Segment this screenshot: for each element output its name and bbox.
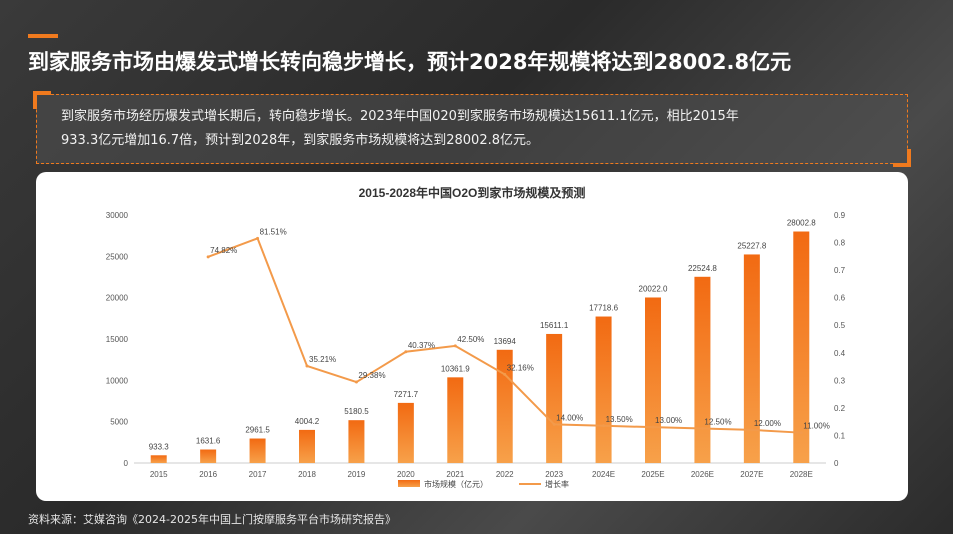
growth-rate-point xyxy=(305,364,309,368)
growth-rate-label: 29.38% xyxy=(358,371,385,380)
x-tick-label: 2025E xyxy=(641,470,664,479)
growth-rate-point xyxy=(799,431,803,435)
summary-box: 到家服务市场经历爆发式增长期后，转向稳步增长。2023年中国020到家服务市场规… xyxy=(33,91,911,167)
bar-value-label: 7271.7 xyxy=(394,390,419,399)
growth-rate-label: 40.37% xyxy=(408,341,435,350)
chart-title: 2015-2028年中国O2O到家市场规模及预测 xyxy=(359,185,586,200)
growth-rate-point xyxy=(602,424,606,428)
y-right-tick-label: 0.2 xyxy=(834,404,846,413)
bar xyxy=(348,420,365,463)
bar-value-label: 20022.0 xyxy=(639,284,668,293)
bar xyxy=(150,455,167,463)
growth-rate-label: 13.00% xyxy=(655,416,682,425)
legend-bar-swatch xyxy=(398,480,420,487)
y-left-tick-label: 10000 xyxy=(106,376,129,385)
summary-line-2: 933.3亿元增加16.7倍，预计到2028年，到家服务市场规模将达到28002… xyxy=(61,133,540,148)
bar xyxy=(200,449,217,463)
growth-rate-label: 12.50% xyxy=(704,418,731,427)
y-right-tick-label: 0.8 xyxy=(834,239,846,248)
growth-rate-point xyxy=(503,372,507,376)
bar xyxy=(299,429,315,463)
y-left-tick-label: 20000 xyxy=(106,294,129,303)
y-left-tick-label: 25000 xyxy=(106,252,129,261)
summary-text: 到家服务市场经历爆发式增长期后，转向稳步增长。2023年中国020到家服务市场规… xyxy=(61,105,891,153)
growth-rate-point xyxy=(700,427,704,431)
x-tick-label: 2028E xyxy=(790,470,813,479)
y-right-tick-label: 0.7 xyxy=(834,266,846,275)
x-tick-label: 2021 xyxy=(446,470,464,479)
bar-value-label: 5180.5 xyxy=(344,407,369,416)
summary-line-1: 到家服务市场经历爆发式增长期后，转向稳步增长。2023年中国020到家服务市场规… xyxy=(61,109,739,124)
bar-value-label: 2961.5 xyxy=(245,426,270,435)
growth-rate-label: 11.00% xyxy=(803,422,830,431)
bar-value-label: 15611.1 xyxy=(540,321,569,330)
x-tick-label: 2017 xyxy=(249,470,267,479)
x-tick-label: 2019 xyxy=(348,470,366,479)
bar xyxy=(645,297,661,463)
bar-value-label: 10361.9 xyxy=(441,364,470,373)
bar-value-label: 4004.2 xyxy=(295,417,320,426)
summary-corner-bottom-right xyxy=(893,149,911,167)
growth-rate-point xyxy=(354,380,358,384)
growth-rate-label: 74.82% xyxy=(210,246,237,255)
growth-rate-label: 32.16% xyxy=(507,363,534,372)
y-right-tick-label: 0.9 xyxy=(834,211,846,220)
growth-rate-point xyxy=(256,236,260,240)
bar-value-label: 25227.8 xyxy=(737,241,766,250)
summary-corner-top-left xyxy=(33,91,51,109)
y-left-tick-label: 5000 xyxy=(110,418,128,427)
growth-rate-label: 81.51% xyxy=(260,227,287,236)
y-right-tick-label: 0.3 xyxy=(834,376,846,385)
legend-line-label: 增长率 xyxy=(545,479,569,489)
bar xyxy=(249,438,266,463)
y-left-tick-label: 30000 xyxy=(106,211,129,220)
chart-svg: 2015-2028年中国O2O到家市场规模及预测 0 5000 10000 15000… xyxy=(106,185,846,489)
growth-rate-point xyxy=(206,255,210,259)
y-right-tick-label: 0.4 xyxy=(834,349,846,358)
legend-bar-label: 市场规模（亿元） xyxy=(424,479,488,489)
growth-rate-point xyxy=(750,428,754,432)
x-tick-label: 2020 xyxy=(397,470,415,479)
y-left-tick-label: 15000 xyxy=(106,335,129,344)
x-tick-label: 2024E xyxy=(592,470,615,479)
bar-value-label: 17718.6 xyxy=(589,304,618,313)
x-tick-label: 2023 xyxy=(545,470,563,479)
growth-rate-label: 12.00% xyxy=(754,419,781,428)
growth-rate-point xyxy=(453,344,457,348)
bar-value-label: 13694 xyxy=(494,337,517,346)
y-left-tick-label: 0 xyxy=(124,459,129,468)
bar-value-label: 1631.6 xyxy=(196,437,221,446)
growth-rate-point xyxy=(552,422,556,426)
page-title: 到家服务市场由爆发式增长转向稳步增长，预计2028年规模将达到28002.8亿元 xyxy=(28,50,792,74)
growth-rate-label: 13.50% xyxy=(606,415,633,424)
x-tick-label: 2026E xyxy=(691,470,714,479)
growth-rate-label: 35.21% xyxy=(309,355,336,364)
x-tick-label: 2022 xyxy=(496,470,514,479)
bar-value-label: 933.3 xyxy=(149,442,170,451)
chart-card: 2015-2028年中国O2O到家市场规模及预测 0 5000 10000 15000… xyxy=(36,172,908,501)
title-accent-bar xyxy=(28,34,58,38)
y-right-tick-label: 0 xyxy=(834,459,839,468)
y-right-tick-label: 0.5 xyxy=(834,321,846,330)
bar xyxy=(595,316,612,463)
y-right-tick-label: 0.1 xyxy=(834,431,846,440)
bar xyxy=(743,254,760,463)
bar xyxy=(793,231,810,463)
x-tick-label: 2015 xyxy=(150,470,168,479)
growth-rate-point xyxy=(651,425,655,429)
bar xyxy=(546,333,563,463)
bar-value-label: 28002.8 xyxy=(787,219,816,228)
bar xyxy=(447,377,464,463)
bar xyxy=(694,276,711,463)
source-note: 资料来源：艾媒咨询《2024-2025年中国上门按摩服务平台市场研究报告》 xyxy=(28,513,396,526)
x-tick-label: 2018 xyxy=(298,470,316,479)
growth-rate-point xyxy=(404,350,408,354)
x-tick-label: 2016 xyxy=(199,470,217,479)
growth-rate-label: 42.50% xyxy=(457,335,484,344)
bar xyxy=(397,402,414,463)
growth-rate-label: 14.00% xyxy=(556,413,583,422)
x-tick-label: 2027E xyxy=(740,470,763,479)
bar-value-label: 22524.8 xyxy=(688,264,717,273)
y-right-tick-label: 0.6 xyxy=(834,294,846,303)
